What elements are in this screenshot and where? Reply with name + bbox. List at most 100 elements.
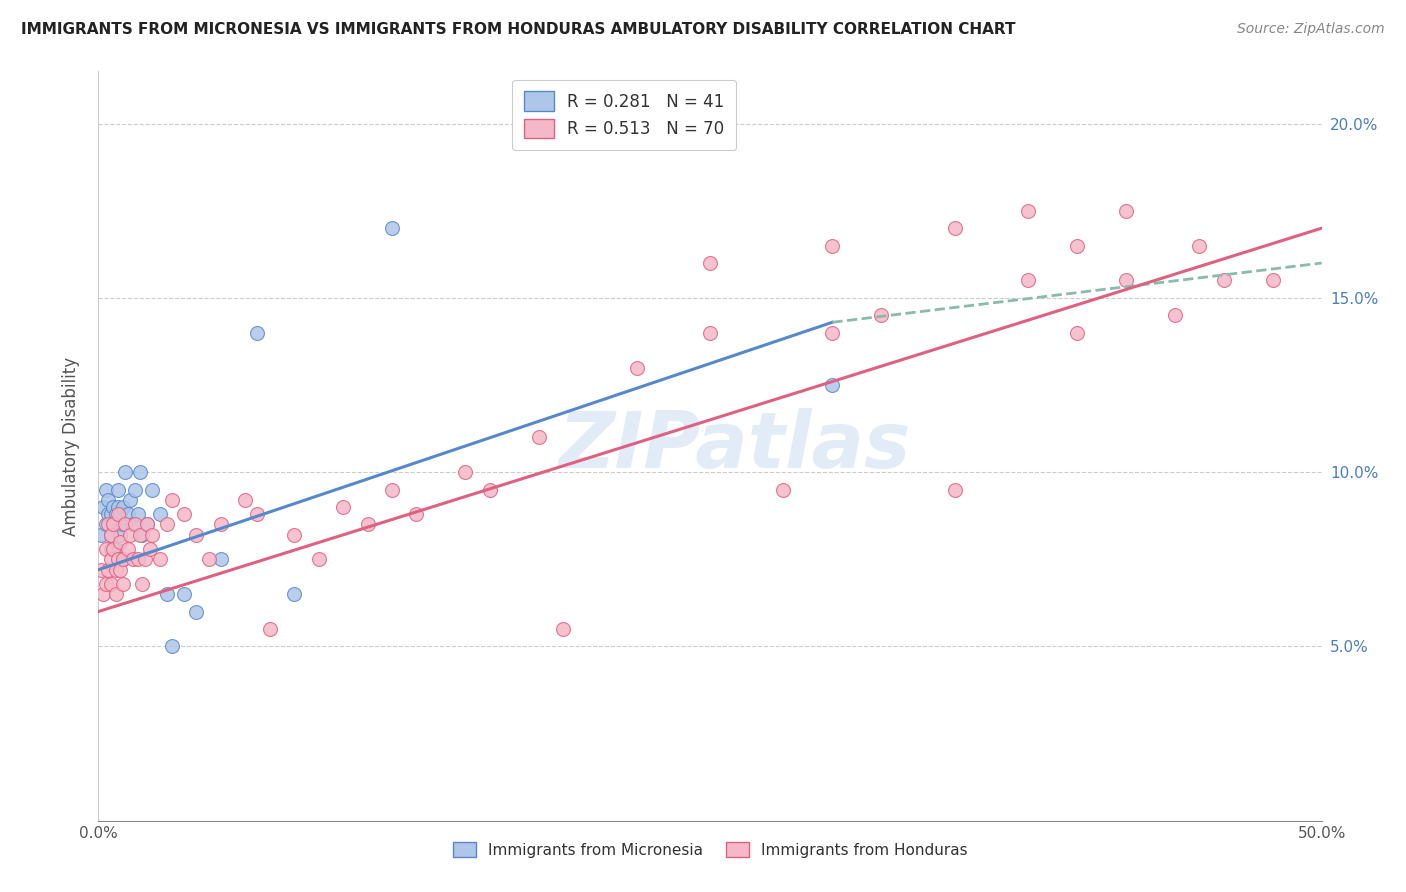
Text: Source: ZipAtlas.com: Source: ZipAtlas.com — [1237, 22, 1385, 37]
Point — [1115, 203, 1137, 218]
Point — [129, 465, 152, 479]
Point — [111, 517, 134, 532]
Point — [110, 534, 132, 549]
Point — [101, 500, 124, 514]
Point — [107, 517, 129, 532]
Point — [332, 500, 354, 514]
Point — [209, 552, 232, 566]
Point — [259, 622, 281, 636]
Point — [186, 605, 208, 619]
Point — [478, 483, 501, 497]
Point — [173, 507, 195, 521]
Point — [283, 587, 305, 601]
Point — [134, 552, 156, 566]
Point — [1017, 203, 1039, 218]
Point — [527, 430, 550, 444]
Point — [111, 500, 134, 514]
Point — [90, 563, 112, 577]
Point — [100, 552, 122, 566]
Point — [124, 483, 146, 497]
Point — [94, 541, 117, 556]
Point — [943, 483, 966, 497]
Point — [1188, 238, 1211, 252]
Point — [114, 517, 136, 532]
Point — [129, 528, 152, 542]
Point — [100, 541, 122, 556]
Point — [821, 378, 844, 392]
Point — [141, 528, 163, 542]
Point — [94, 483, 117, 497]
Point — [405, 507, 427, 521]
Point — [870, 308, 893, 322]
Point — [104, 507, 127, 521]
Point — [104, 587, 127, 601]
Point — [1115, 273, 1137, 287]
Legend: Immigrants from Micronesia, Immigrants from Honduras: Immigrants from Micronesia, Immigrants f… — [444, 834, 976, 865]
Point — [111, 552, 134, 566]
Point — [91, 587, 114, 601]
Point — [156, 517, 179, 532]
Point — [553, 622, 575, 636]
Point — [104, 541, 127, 556]
Point — [943, 221, 966, 235]
Point — [131, 576, 153, 591]
Point — [90, 528, 112, 542]
Point — [97, 493, 120, 508]
Point — [114, 465, 136, 479]
Point — [120, 528, 142, 542]
Point — [246, 326, 269, 340]
Point — [246, 507, 269, 521]
Point — [381, 221, 404, 235]
Point — [1017, 273, 1039, 287]
Point — [1212, 273, 1234, 287]
Point — [699, 326, 721, 340]
Point — [107, 507, 129, 521]
Point — [101, 517, 124, 532]
Point — [197, 552, 219, 566]
Point — [97, 507, 120, 521]
Point — [1261, 273, 1284, 287]
Point — [136, 517, 159, 532]
Point — [149, 552, 172, 566]
Point — [149, 507, 172, 521]
Point — [156, 587, 179, 601]
Point — [772, 483, 794, 497]
Point — [139, 541, 162, 556]
Point — [97, 517, 120, 532]
Point — [186, 528, 208, 542]
Point — [100, 528, 122, 542]
Point — [821, 238, 844, 252]
Point — [110, 507, 132, 521]
Point — [1066, 326, 1088, 340]
Point — [626, 360, 648, 375]
Point — [308, 552, 330, 566]
Point — [111, 552, 134, 566]
Point — [1066, 238, 1088, 252]
Point — [356, 517, 378, 532]
Point — [110, 528, 132, 542]
Point — [121, 552, 143, 566]
Point — [94, 517, 117, 532]
Point — [160, 493, 183, 508]
Point — [821, 326, 844, 340]
Point — [97, 563, 120, 577]
Point — [120, 493, 142, 508]
Point — [1164, 308, 1187, 322]
Point — [101, 541, 124, 556]
Point — [100, 507, 122, 521]
Point — [209, 517, 232, 532]
Point — [127, 507, 149, 521]
Point — [94, 576, 117, 591]
Point — [131, 528, 153, 542]
Point — [283, 528, 305, 542]
Point — [127, 552, 149, 566]
Point — [110, 563, 132, 577]
Point — [107, 552, 129, 566]
Point — [141, 483, 163, 497]
Point — [160, 640, 183, 654]
Point — [101, 517, 124, 532]
Point — [104, 563, 127, 577]
Point — [100, 576, 122, 591]
Text: ZIPatlas: ZIPatlas — [558, 408, 911, 484]
Point — [454, 465, 477, 479]
